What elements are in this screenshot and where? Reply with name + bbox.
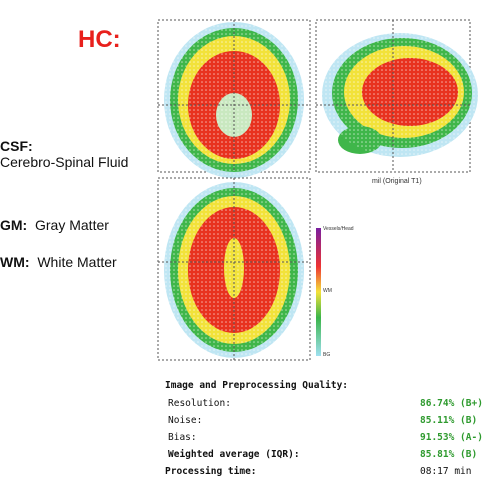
quality-label: Weighted average (IQR): [168,449,300,460]
colorbar-label: BG [323,352,330,358]
quality-label: Resolution: [168,398,231,409]
processing-label: Processing time: [165,466,257,477]
abbr: CSF: [0,138,33,154]
axial-view [157,177,311,361]
quality-label: Noise: [168,415,203,426]
abbr: GM: [0,217,28,233]
quality-value: 85.11% (B) [420,415,478,426]
legend-item: CSF: Cerebro-Spinal Fluid [0,138,150,170]
quality-value: 91.53% (A-) [420,432,483,443]
legend-item: GM: Gray Matter [0,217,109,233]
processing-value: 08:17 min [420,466,472,477]
colorbar-label: WM [323,288,332,294]
sagittal-view: mil (Original T1) [315,19,478,185]
colorbar: Vessels/Head WM BG [316,226,354,358]
title: HC: [78,26,121,53]
quality-value: 85.81% (B) [420,449,478,460]
quality-label: Bias: [168,432,197,443]
legend-item: WM: White Matter [0,254,117,270]
coronal-view [157,19,311,178]
caption: mil (Original T1) [372,178,422,185]
label: Cerebro-Spinal Fluid [0,154,129,170]
brain-images: mil (Original T1) Vessels/Head WM BG [157,19,478,361]
quality-title: Image and Preprocessing Quality: [165,380,349,391]
colorbar-label: Vessels/Head [323,226,354,232]
label: White Matter [37,254,117,270]
quality-value: 86.74% (B+) [420,398,483,409]
abbr: WM: [0,254,30,270]
label: Gray Matter [35,217,109,233]
